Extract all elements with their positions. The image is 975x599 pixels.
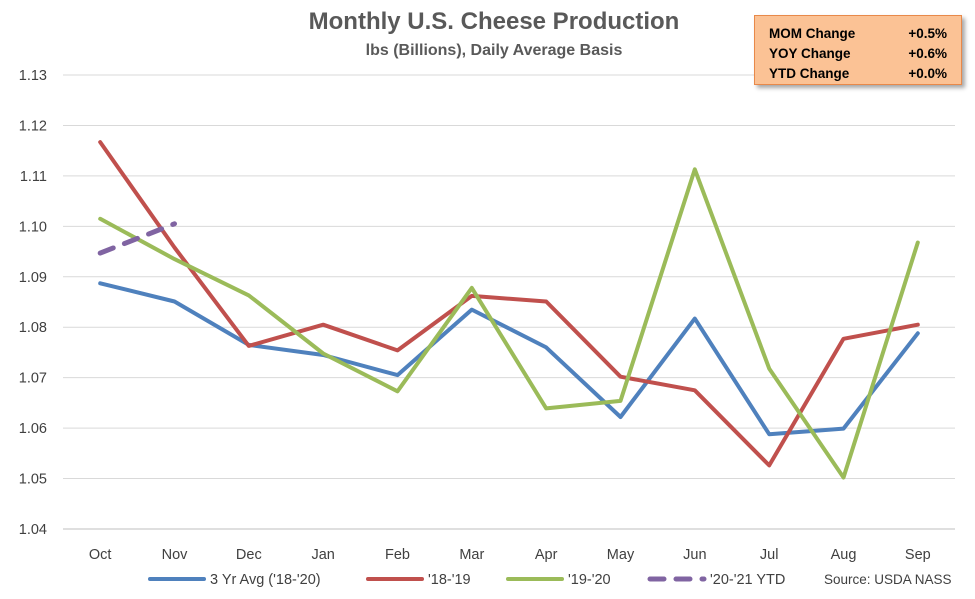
y-tick-label: 1.07 — [19, 371, 47, 387]
chart-title: Monthly U.S. Cheese Production — [308, 8, 680, 35]
x-tick-label: Mar — [459, 547, 484, 563]
y-tick-label: 1.05 — [19, 472, 47, 488]
stat-row-yoy: YOY Change +0.6% — [769, 44, 947, 64]
y-tick-label: 1.10 — [19, 219, 47, 235]
series-line-1 — [98, 140, 920, 468]
source-note: Source: USDA NASS — [824, 572, 952, 587]
change-stats-box: MOM Change +0.5% YOY Change +0.6% YTD Ch… — [754, 15, 962, 85]
stat-value: +0.5% — [908, 26, 947, 41]
y-tick-label: 1.06 — [19, 421, 47, 437]
x-tick-label: Feb — [385, 547, 410, 563]
x-tick-label: Oct — [89, 547, 112, 563]
y-axis-tick-labels: 1.04 1.05 1.06 1.07 1.08 1.09 1.10 1.11 1.12 1.13 — [19, 68, 47, 538]
stat-row-ytd: YTD Change +0.0% — [769, 64, 947, 84]
y-tick-label: 1.13 — [19, 68, 47, 84]
stat-value: +0.6% — [908, 46, 947, 61]
y-tick-label: 1.08 — [19, 320, 47, 336]
x-tick-label: Apr — [535, 547, 558, 563]
stat-value: +0.0% — [908, 66, 947, 81]
legend-label: '18-'19 — [428, 572, 471, 588]
x-tick-label: Sep — [905, 547, 931, 563]
legend-label: '20-'21 YTD — [710, 572, 785, 588]
stat-row-mom: MOM Change +0.5% — [769, 24, 947, 44]
x-axis-tick-labels: Oct Nov Dec Jan Feb Mar Apr May Jun Jul Aug Sep — [89, 547, 931, 563]
gridlines — [63, 74, 955, 530]
y-tick-label: 1.11 — [20, 169, 47, 185]
x-tick-label: Nov — [162, 547, 189, 563]
series-lines — [97, 140, 920, 480]
series-line-2 — [98, 167, 920, 480]
series-line-3 — [97, 221, 177, 256]
x-tick-label: Jul — [760, 547, 779, 563]
chart-subtitle: lbs (Billions), Daily Average Basis — [365, 42, 623, 59]
legend-label: 3 Yr Avg ('18-'20) — [210, 572, 321, 588]
legend-label: '19-'20 — [568, 572, 611, 588]
stat-label: MOM Change — [769, 26, 856, 41]
legend: 3 Yr Avg ('18-'20) '18-'19 '19-'20 '20-'21 … — [148, 572, 785, 588]
y-tick-label: 1.12 — [19, 118, 47, 134]
x-tick-label: Jan — [311, 547, 334, 563]
x-tick-label: Dec — [236, 547, 262, 563]
x-tick-label: Aug — [831, 547, 857, 563]
y-tick-label: 1.09 — [19, 270, 47, 286]
y-tick-label: 1.04 — [19, 522, 47, 538]
x-tick-label: May — [607, 547, 635, 563]
x-tick-label: Jun — [683, 547, 706, 563]
stat-label: YOY Change — [769, 46, 851, 61]
series-line-0 — [98, 281, 920, 437]
stat-label: YTD Change — [769, 66, 850, 81]
